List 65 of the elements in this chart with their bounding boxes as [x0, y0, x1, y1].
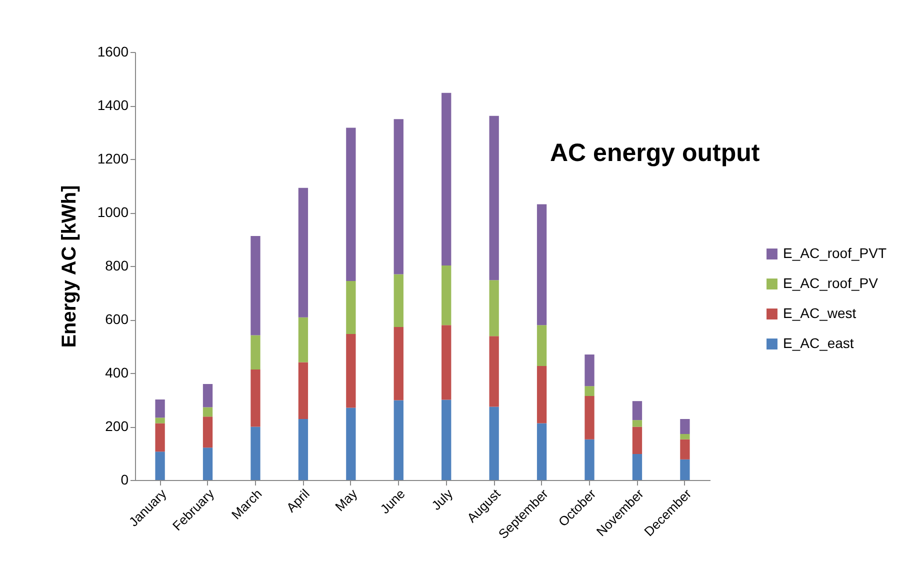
y-tick-label: 400: [105, 364, 129, 380]
bar: [632, 420, 642, 427]
bar: [346, 280, 356, 334]
bar: [155, 452, 165, 480]
bar: [584, 396, 594, 440]
bar: [680, 439, 690, 460]
y-tick-label: 1400: [97, 97, 129, 113]
y-tick-label: 1600: [97, 44, 129, 60]
bar: [584, 386, 594, 396]
bar: [298, 362, 308, 420]
legend-label: E_AC_roof_PV: [783, 275, 879, 291]
bar: [155, 418, 165, 424]
bar: [394, 119, 404, 274]
bar: [680, 459, 690, 480]
bar: [536, 204, 547, 326]
bar: [680, 434, 690, 440]
bar: [202, 407, 213, 417]
y-tick-label: 200: [105, 418, 129, 434]
bar: [489, 116, 499, 280]
bar: [442, 325, 452, 400]
bar: [250, 426, 260, 480]
y-tick-label: 1000: [97, 204, 129, 220]
bar: [155, 399, 165, 418]
bar: [155, 423, 165, 452]
legend-label: E_AC_west: [783, 305, 856, 321]
bar: [346, 408, 356, 480]
bar: [202, 448, 213, 480]
bar: [680, 419, 690, 434]
y-tick-label: 600: [105, 311, 129, 327]
bar: [489, 336, 499, 407]
bar: [298, 419, 308, 480]
bar: [632, 454, 642, 480]
x-tick-label: May: [332, 486, 360, 514]
bar: [632, 426, 642, 454]
bar: [536, 366, 547, 424]
bar: [394, 400, 404, 480]
y-tick-label: 800: [105, 258, 129, 274]
bar: [536, 325, 547, 366]
bar: [489, 406, 499, 480]
legend-label: E_AC_roof_PVT: [783, 245, 887, 261]
y-tick-label: 1200: [97, 150, 129, 166]
y-tick-label: 0: [120, 472, 129, 488]
bar: [250, 335, 260, 370]
bar: [394, 326, 404, 400]
text: AC energy output: [550, 139, 760, 167]
bar: [632, 401, 642, 420]
x-tick-label: July: [428, 486, 456, 514]
bar: [250, 370, 260, 427]
bar: [489, 280, 499, 336]
legend-label: E_AC_east: [783, 335, 854, 351]
bar: [346, 128, 356, 281]
bar: [346, 334, 356, 408]
bar: [298, 188, 308, 318]
bar: [584, 354, 594, 386]
bar: [250, 236, 260, 336]
y-axis-title: Energy AC [kWh]: [58, 185, 80, 348]
bar: [536, 423, 547, 480]
bar: [442, 265, 452, 326]
bar: [394, 274, 404, 327]
bar: [202, 384, 213, 408]
bar: [584, 439, 594, 480]
bar: [442, 92, 452, 266]
bar: [202, 416, 213, 448]
bar: [298, 317, 308, 362]
bar: [442, 400, 452, 480]
